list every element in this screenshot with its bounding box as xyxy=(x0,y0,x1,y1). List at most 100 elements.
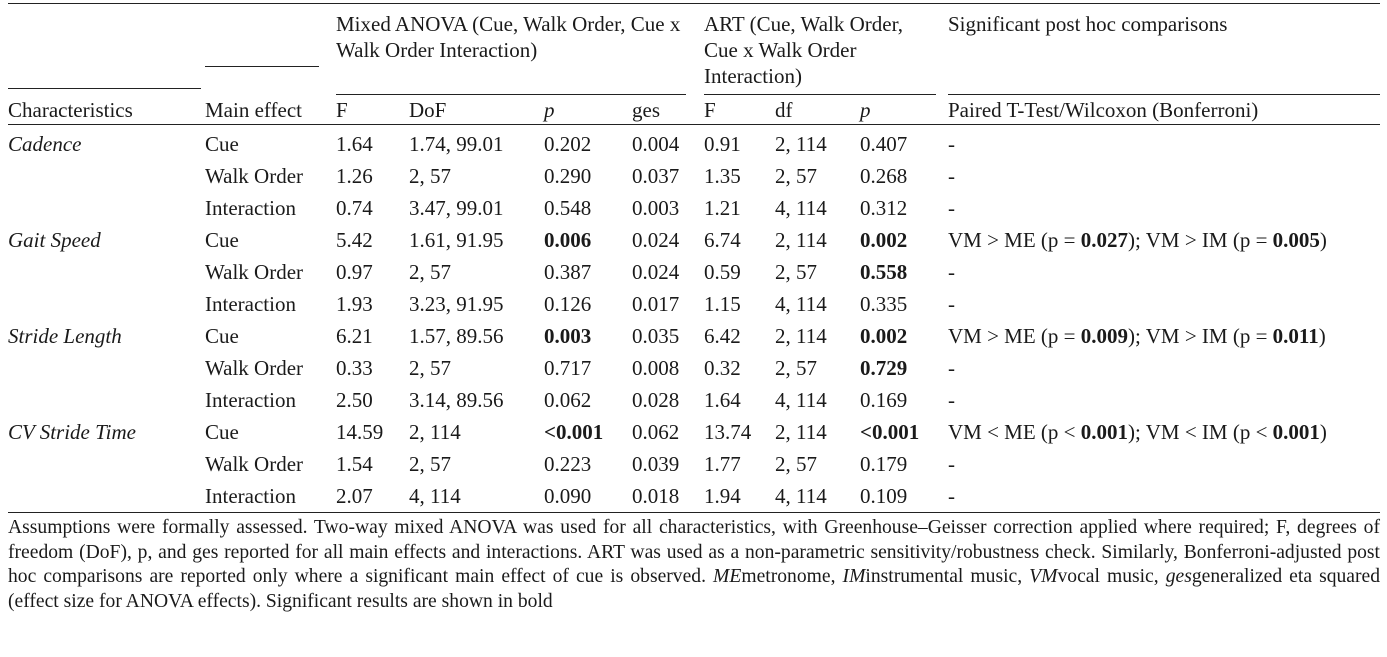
cell-DoF: 3.23, 91.95 xyxy=(409,292,504,316)
cell-F: 2.50 xyxy=(336,388,373,412)
cell-ges: 0.024 xyxy=(632,228,680,252)
col-art-p: p xyxy=(860,98,871,122)
cell-DoF: 2, 57 xyxy=(409,356,451,380)
cell-effect: Walk Order xyxy=(205,452,304,476)
cell-art-p: 0.407 xyxy=(860,132,908,156)
cell-posthoc: - xyxy=(948,292,955,316)
cell-p: 0.202 xyxy=(544,132,592,156)
cell-ges: 0.008 xyxy=(632,356,680,380)
cell-F: 0.74 xyxy=(336,196,373,220)
cell-DoF: 4, 114 xyxy=(409,484,461,508)
cell-posthoc: - xyxy=(948,484,955,508)
rule-bottom xyxy=(8,512,1380,513)
cell-art-p: 0.002 xyxy=(860,324,908,348)
cell-art-F: 6.74 xyxy=(704,228,741,252)
cell-posthoc: - xyxy=(948,356,955,380)
cell-characteristic: Stride Length xyxy=(8,324,122,348)
cell-p: 0.223 xyxy=(544,452,592,476)
cell-posthoc: - xyxy=(948,164,955,188)
cell-art-p: 0.335 xyxy=(860,292,908,316)
cell-art-F: 0.91 xyxy=(704,132,741,156)
cell-art-F: 0.32 xyxy=(704,356,741,380)
cell-F: 0.33 xyxy=(336,356,373,380)
cell-F: 14.59 xyxy=(336,420,384,444)
cell-p: 0.126 xyxy=(544,292,592,316)
col-main-effect: Main effect xyxy=(205,98,302,122)
cell-art-df: 2, 57 xyxy=(775,164,817,188)
cell-art-df: 2, 114 xyxy=(775,132,827,156)
cell-art-F: 1.15 xyxy=(704,292,741,316)
cell-F: 1.54 xyxy=(336,452,373,476)
cell-posthoc: - xyxy=(948,452,955,476)
cell-DoF: 1.74, 99.01 xyxy=(409,132,504,156)
cell-art-p: <0.001 xyxy=(860,420,920,444)
cell-art-p: 0.312 xyxy=(860,196,908,220)
cell-art-df: 4, 114 xyxy=(775,388,827,412)
col-characteristics: Characteristics xyxy=(8,98,133,122)
cell-art-df: 2, 57 xyxy=(775,356,817,380)
cell-DoF: 1.61, 91.95 xyxy=(409,228,504,252)
cell-p: 0.387 xyxy=(544,260,592,284)
cell-effect: Cue xyxy=(205,132,239,156)
header-group-art: ART (Cue, Walk Order, Cue x Walk Order I… xyxy=(704,12,903,88)
col-art-df: df xyxy=(775,98,793,122)
cell-p: 0.290 xyxy=(544,164,592,188)
rule-posthoc-group xyxy=(948,94,1380,95)
cell-F: 1.64 xyxy=(336,132,373,156)
cell-art-p: 0.109 xyxy=(860,484,908,508)
cell-p: 0.090 xyxy=(544,484,592,508)
cell-effect: Interaction xyxy=(205,388,296,412)
cell-p: 0.548 xyxy=(544,196,592,220)
cell-F: 0.97 xyxy=(336,260,373,284)
cell-effect: Cue xyxy=(205,228,239,252)
cell-effect: Cue xyxy=(205,420,239,444)
cell-DoF: 3.47, 99.01 xyxy=(409,196,504,220)
cell-ges: 0.028 xyxy=(632,388,680,412)
col-ges: ges xyxy=(632,98,660,122)
cell-posthoc: VM > ME (p = 0.027); VM > IM (p = 0.005) xyxy=(948,228,1327,252)
cell-art-p: 0.729 xyxy=(860,356,908,380)
cell-ges: 0.004 xyxy=(632,132,680,156)
cell-ges: 0.035 xyxy=(632,324,680,348)
cell-effect: Interaction xyxy=(205,196,296,220)
col-f: F xyxy=(336,98,348,122)
cell-art-p: 0.558 xyxy=(860,260,908,284)
cell-effect: Walk Order xyxy=(205,356,304,380)
cell-ges: 0.062 xyxy=(632,420,680,444)
cell-art-F: 13.74 xyxy=(704,420,752,444)
cell-art-F: 6.42 xyxy=(704,324,741,348)
cell-F: 5.42 xyxy=(336,228,373,252)
cell-art-df: 2, 114 xyxy=(775,420,827,444)
cell-art-F: 1.21 xyxy=(704,196,741,220)
rule-art-group xyxy=(704,94,936,95)
header-group-anova: Mixed ANOVA (Cue, Walk Order, Cue x Walk… xyxy=(336,12,681,62)
cell-characteristic: Gait Speed xyxy=(8,228,101,252)
cell-F: 1.93 xyxy=(336,292,373,316)
cell-art-p: 0.002 xyxy=(860,228,908,252)
cell-art-p: 0.268 xyxy=(860,164,908,188)
header-group-posthoc: Significant post hoc comparisons xyxy=(948,12,1228,36)
cell-posthoc: - xyxy=(948,388,955,412)
cell-p: <0.001 xyxy=(544,420,604,444)
cell-posthoc: VM > ME (p = 0.009); VM > IM (p = 0.011) xyxy=(948,324,1326,348)
cell-effect: Cue xyxy=(205,324,239,348)
col-p: p xyxy=(544,98,555,122)
cell-art-df: 2, 57 xyxy=(775,452,817,476)
cell-effect: Walk Order xyxy=(205,260,304,284)
col-art-f: F xyxy=(704,98,716,122)
col-posthoc: Paired T-Test/Wilcoxon (Bonferroni) xyxy=(948,98,1259,122)
cell-art-F: 1.94 xyxy=(704,484,741,508)
cell-art-df: 2, 114 xyxy=(775,324,827,348)
cell-posthoc: - xyxy=(948,196,955,220)
cell-F: 6.21 xyxy=(336,324,373,348)
cell-F: 1.26 xyxy=(336,164,373,188)
cell-F: 2.07 xyxy=(336,484,373,508)
rule-main-effect xyxy=(205,66,319,67)
cell-DoF: 2, 114 xyxy=(409,420,461,444)
cell-p: 0.006 xyxy=(544,228,592,252)
cell-ges: 0.037 xyxy=(632,164,680,188)
cell-art-F: 1.35 xyxy=(704,164,741,188)
cell-art-F: 1.64 xyxy=(704,388,741,412)
cell-DoF: 2, 57 xyxy=(409,452,451,476)
cell-art-F: 1.77 xyxy=(704,452,741,476)
